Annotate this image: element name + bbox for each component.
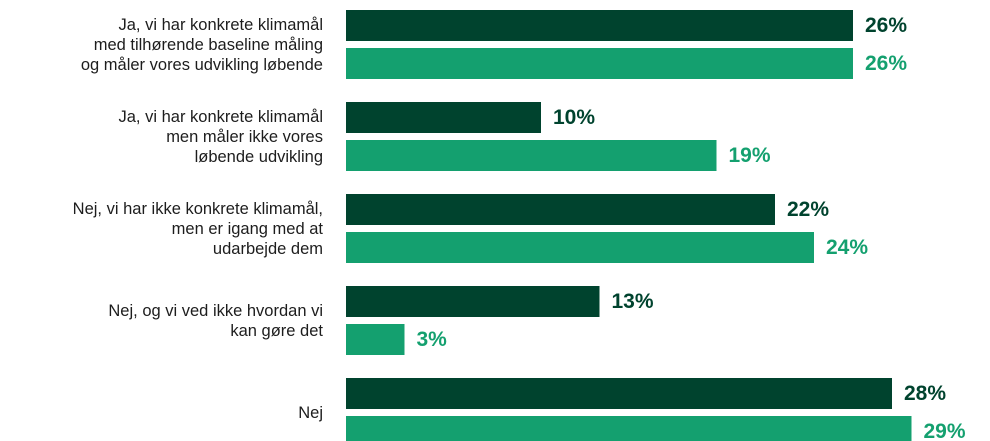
- value-label: 28%: [904, 382, 946, 405]
- bar: [346, 232, 814, 263]
- value-label: 26%: [865, 14, 907, 37]
- category-label: Nej, og vi ved ikke hvordan vi kan gøre …: [108, 301, 323, 340]
- value-label: 26%: [865, 52, 907, 75]
- value-label: 10%: [553, 106, 595, 129]
- category-label: Ja, vi har konkrete klimamål men måler i…: [118, 107, 324, 166]
- value-label: 29%: [924, 420, 966, 441]
- bar: [346, 324, 405, 355]
- value-label: 24%: [826, 236, 868, 259]
- value-label: 19%: [729, 144, 771, 167]
- bar: [346, 194, 775, 225]
- value-label: 3%: [417, 328, 448, 351]
- value-label: 22%: [787, 198, 829, 221]
- bar: [346, 416, 912, 441]
- category-label: Nej, vi har ikke konkrete klimamål, men …: [72, 199, 323, 258]
- value-label: 13%: [612, 290, 654, 313]
- bar: [346, 102, 541, 133]
- bar: [346, 140, 717, 171]
- category-label: Ja, vi har konkrete klimamål med tilhøre…: [80, 15, 323, 74]
- bar: [346, 286, 600, 317]
- bar: [346, 48, 853, 79]
- bar: [346, 10, 853, 41]
- bar: [346, 378, 892, 409]
- category-label: Nej: [298, 403, 323, 422]
